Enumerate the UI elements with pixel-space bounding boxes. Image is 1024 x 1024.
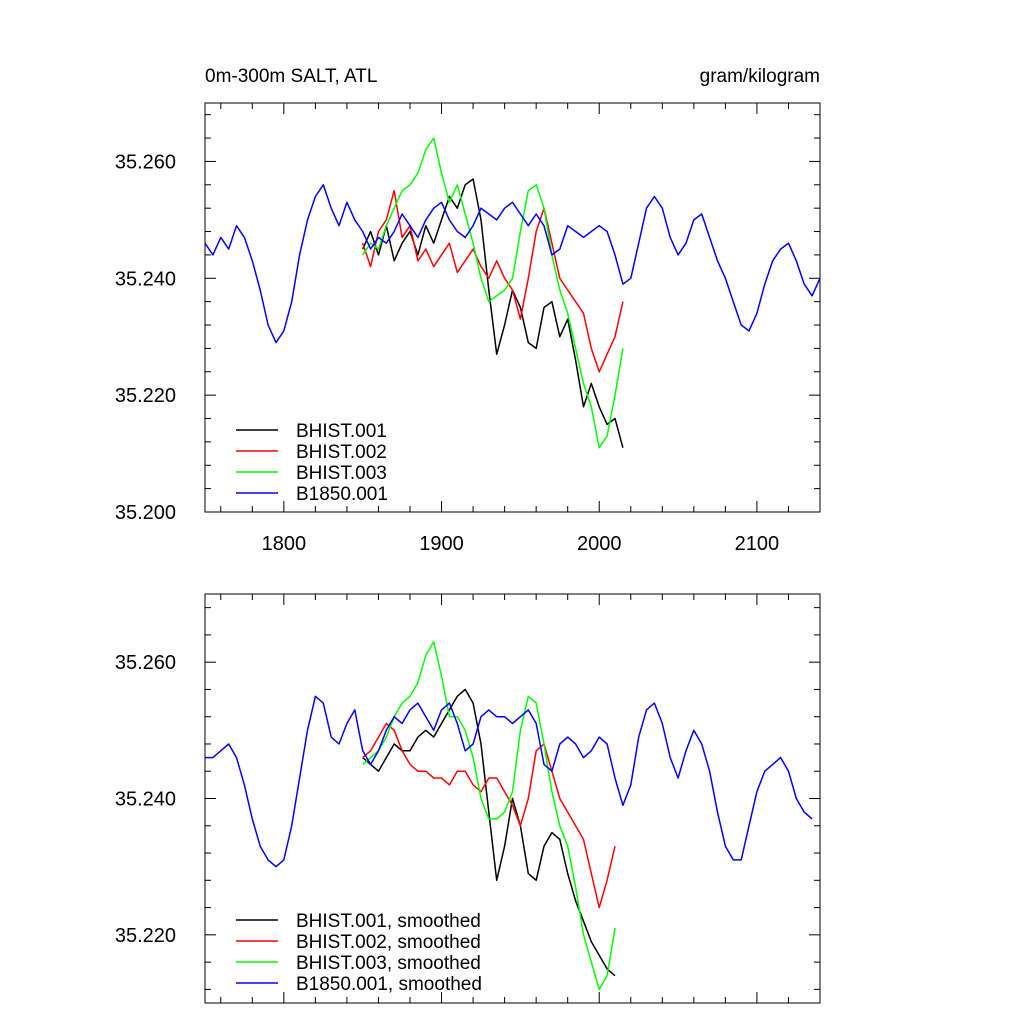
series-line-bhist-001-smoothed: [362, 688, 616, 977]
y-tick-label: 35.200: [115, 502, 176, 524]
legend-label: B1850.001, smoothed: [296, 974, 482, 995]
legend-label: B1850.001: [296, 484, 388, 505]
top-chart-ticks: 1800 1900 2000 2100 35.200 35.220 35.240 35.260: [115, 103, 821, 555]
legend-label: BHIST.003, smoothed: [296, 953, 481, 974]
series-line-b1850-001: [204, 184, 821, 344]
y-tick-label: 35.260: [115, 652, 176, 674]
top-chart-panel: 0m-300m SALT, ATL gram/kilogram 1800 1900…: [115, 66, 821, 555]
top-chart-series: [204, 137, 821, 449]
series-line-b1850-001-smoothed: [205, 695, 813, 868]
y-tick-label: 35.260: [115, 151, 176, 173]
y-tick-label: 35.240: [115, 789, 176, 811]
x-tick-label: 1900: [419, 533, 464, 555]
x-tick-label: 2100: [735, 533, 780, 555]
series-line-bhist-002: [361, 189, 624, 373]
bottom-chart-series: [205, 640, 813, 991]
legend-label: BHIST.001, smoothed: [296, 911, 481, 932]
legend-label: BHIST.001: [296, 421, 387, 442]
x-tick-label: 2000: [577, 533, 622, 555]
legend-label: BHIST.002, smoothed: [296, 932, 481, 953]
legend-label: BHIST.003: [296, 463, 387, 484]
series-line-bhist-002-smoothed: [362, 722, 616, 909]
y-tick-label: 35.220: [115, 925, 176, 947]
x-tick-label: 1800: [262, 533, 307, 555]
legend-label: BHIST.002: [296, 442, 387, 463]
top-chart-units: gram/kilogram: [700, 66, 820, 87]
top-chart-plot-frame: [204, 102, 821, 513]
y-tick-label: 35.220: [115, 385, 176, 407]
top-chart-title: 0m-300m SALT, ATL: [205, 66, 377, 87]
y-tick-label: 35.240: [115, 268, 176, 290]
series-line-bhist-001: [362, 178, 624, 448]
series-line-bhist-003-smoothed: [362, 640, 616, 991]
series-line-bhist-003: [362, 137, 624, 449]
bottom-chart-ticks: 35.220 35.240 35.260: [115, 594, 821, 1003]
